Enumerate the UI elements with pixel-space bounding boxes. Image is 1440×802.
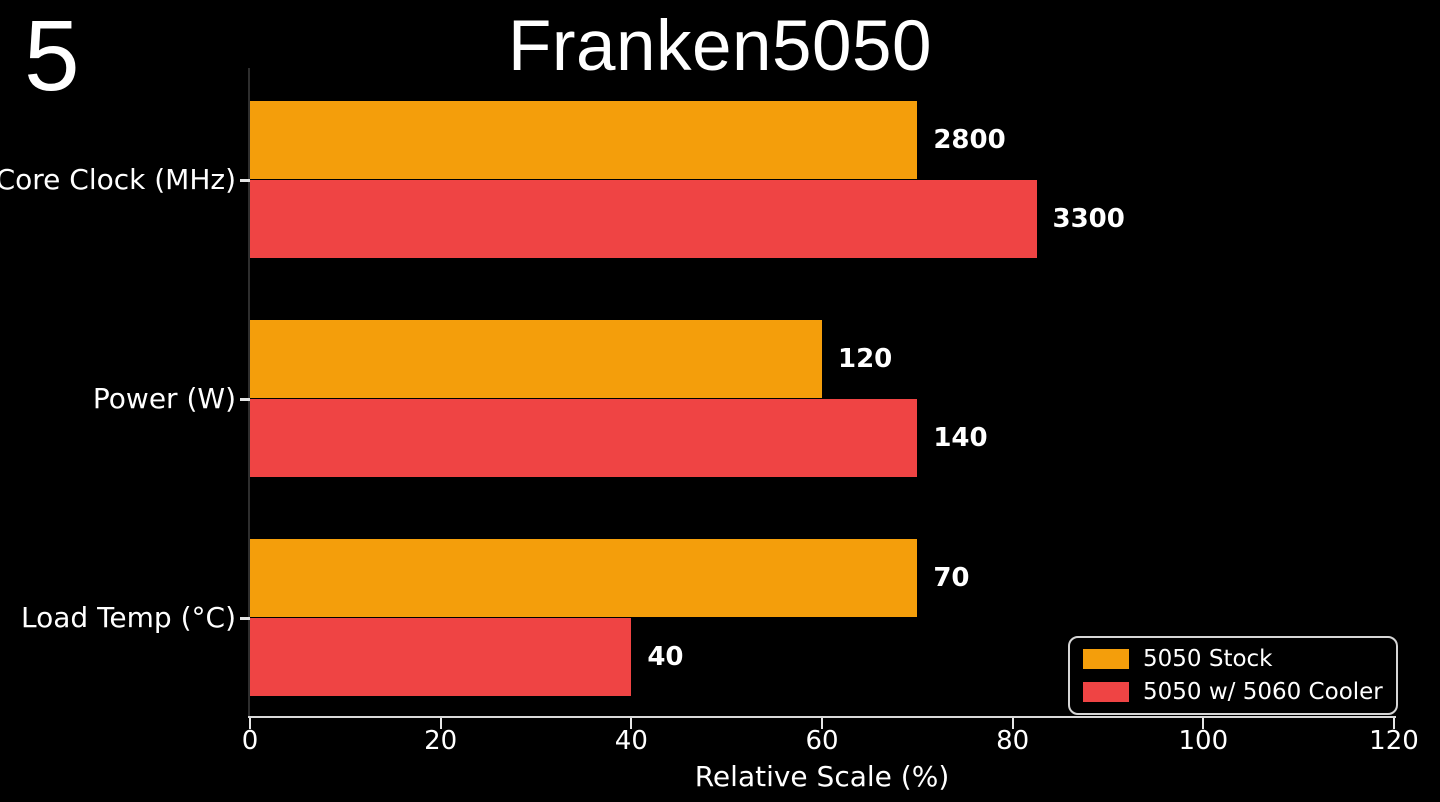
- bar-value-label: 70: [933, 563, 970, 593]
- category-label: Load Temp (°C): [21, 601, 236, 634]
- legend-entry-label: 5050 Stock: [1143, 646, 1273, 672]
- bar-cooler: [250, 180, 1037, 258]
- legend-entry: 5050 Stock: [1083, 646, 1383, 672]
- legend-entry: 5050 w/ 5060 Cooler: [1083, 679, 1383, 705]
- bar-value-label: 140: [933, 423, 988, 453]
- legend: 5050 Stock 5050 w/ 5060 Cooler: [1068, 636, 1398, 715]
- bar-cooler: [250, 618, 632, 696]
- x-axis-tick: [1393, 718, 1395, 729]
- x-axis-tick: [630, 718, 633, 729]
- stock-swatch: [1083, 649, 1129, 669]
- bar-cooler: [250, 399, 918, 477]
- plot-area: Relative Scale (%) Core Clock (MHz) 2800 3…: [0, 68, 1419, 793]
- x-axis-tick-label: 20: [424, 726, 458, 756]
- bar-stock: [250, 320, 822, 398]
- x-axis-line: [248, 716, 1396, 718]
- chart-title: Franken5050: [508, 7, 932, 86]
- x-axis-title: Relative Scale (%): [694, 760, 950, 793]
- x-axis-tick-label: 60: [805, 726, 839, 756]
- bar-stock: [250, 539, 918, 617]
- legend-entry-label: 5050 w/ 5060 Cooler: [1143, 679, 1383, 705]
- x-axis-tick: [1011, 718, 1014, 729]
- y-axis-tick: [240, 617, 250, 620]
- x-axis-tick: [1202, 718, 1205, 729]
- category-label: Core Clock (MHz): [0, 163, 236, 196]
- x-axis-tick-label: 40: [614, 726, 648, 756]
- x-axis-tick: [821, 718, 823, 729]
- x-axis-tick-label: 100: [1178, 726, 1229, 756]
- x-axis-tick-label: 80: [996, 726, 1030, 756]
- x-axis-tick-label: 0: [241, 726, 259, 756]
- bar-value-label: 120: [838, 344, 893, 374]
- category-label: Power (W): [92, 382, 236, 415]
- slide-number-badge: 5: [24, 0, 80, 112]
- x-axis-tick: [439, 718, 442, 729]
- x-axis-tick: [249, 718, 251, 729]
- bar-value-label: 3300: [1052, 204, 1125, 234]
- bar-value-label: 2800: [933, 125, 1006, 155]
- bar-value-label: 40: [647, 642, 684, 672]
- y-axis-line: [248, 68, 250, 716]
- y-axis-tick: [240, 179, 250, 182]
- cooler-swatch: [1083, 682, 1129, 702]
- x-axis-tick-label: 120: [1369, 726, 1419, 756]
- y-axis-tick: [240, 398, 250, 401]
- bar-stock: [250, 101, 918, 179]
